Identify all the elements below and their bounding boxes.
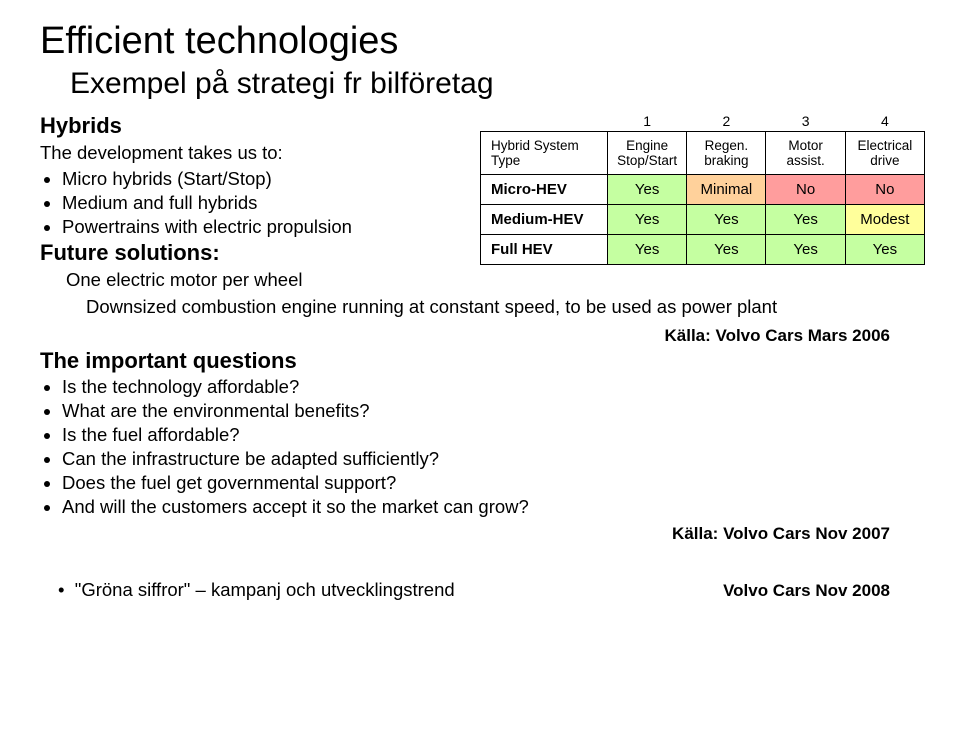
col-num: 3 [766,111,845,132]
future-heading: Future solutions: [40,240,460,266]
table-cell: No [766,175,845,205]
hybrid-table: 1 2 3 4 Hybrid System Type EngineStop/St… [480,111,925,265]
list-item: Powertrains with electric propulsion [62,216,460,238]
table-cell: No [845,175,924,205]
dev-intro: The development takes us to: [40,141,460,166]
row-label: Full HEV [481,235,608,265]
list-item: What are the environmental benefits? [62,400,920,422]
page-title: Efficient technologies [40,20,920,63]
table-header: Electricaldrive [845,132,924,175]
row-label: Micro-HEV [481,175,608,205]
table-header: Regen.braking [687,132,766,175]
table-cell: Yes [608,235,687,265]
source-2007: Källa: Volvo Cars Nov 2007 [40,524,890,544]
list-item: Medium and full hybrids [62,192,460,214]
table-cell: Yes [845,235,924,265]
hybrids-heading: Hybrids [40,113,460,139]
list-item: Is the technology affordable? [62,376,920,398]
campaign-text: • "Gröna siffror" – kampanj och utveckli… [58,579,455,601]
col-num: 4 [845,111,924,132]
col-num: 2 [687,111,766,132]
table-cell: Yes [687,235,766,265]
table-cell: Yes [608,205,687,235]
questions-heading: The important questions [40,348,920,374]
table-row: Full HEVYesYesYesYes [481,235,925,265]
list-item: Is the fuel affordable? [62,424,920,446]
table-row: Medium-HEVYesYesYesModest [481,205,925,235]
list-item: And will the customers accept it so the … [62,496,920,518]
table-cell: Yes [687,205,766,235]
col-num: 1 [608,111,687,132]
hybrids-list: Micro hybrids (Start/Stop) Medium and fu… [44,168,460,238]
questions-list: Is the technology affordable? What are t… [44,376,920,518]
table-cell: Yes [608,175,687,205]
list-item: Does the fuel get governmental support? [62,472,920,494]
source-2006: Källa: Volvo Cars Mars 2006 [40,326,890,346]
table-header-left: Hybrid System Type [481,132,608,175]
page-subtitle: Exempel på strategi fr bilföretag [70,67,920,101]
table-header: EngineStop/Start [608,132,687,175]
row-label: Medium-HEV [481,205,608,235]
table-cell: Minimal [687,175,766,205]
list-item: Micro hybrids (Start/Stop) [62,168,460,190]
table-cell: Modest [845,205,924,235]
table-cell: Yes [766,205,845,235]
table-cell: Yes [766,235,845,265]
table-header: Motorassist. [766,132,845,175]
list-item: Can the infrastructure be adapted suffic… [62,448,920,470]
downsized-text: Downsized combustion engine running at c… [86,295,920,320]
future-item: One electric motor per wheel [66,268,460,293]
table-row: Micro-HEVYesMinimalNoNo [481,175,925,205]
hybrid-table-wrap: 1 2 3 4 Hybrid System Type EngineStop/St… [480,111,925,293]
source-2008: Volvo Cars Nov 2008 [723,581,890,601]
